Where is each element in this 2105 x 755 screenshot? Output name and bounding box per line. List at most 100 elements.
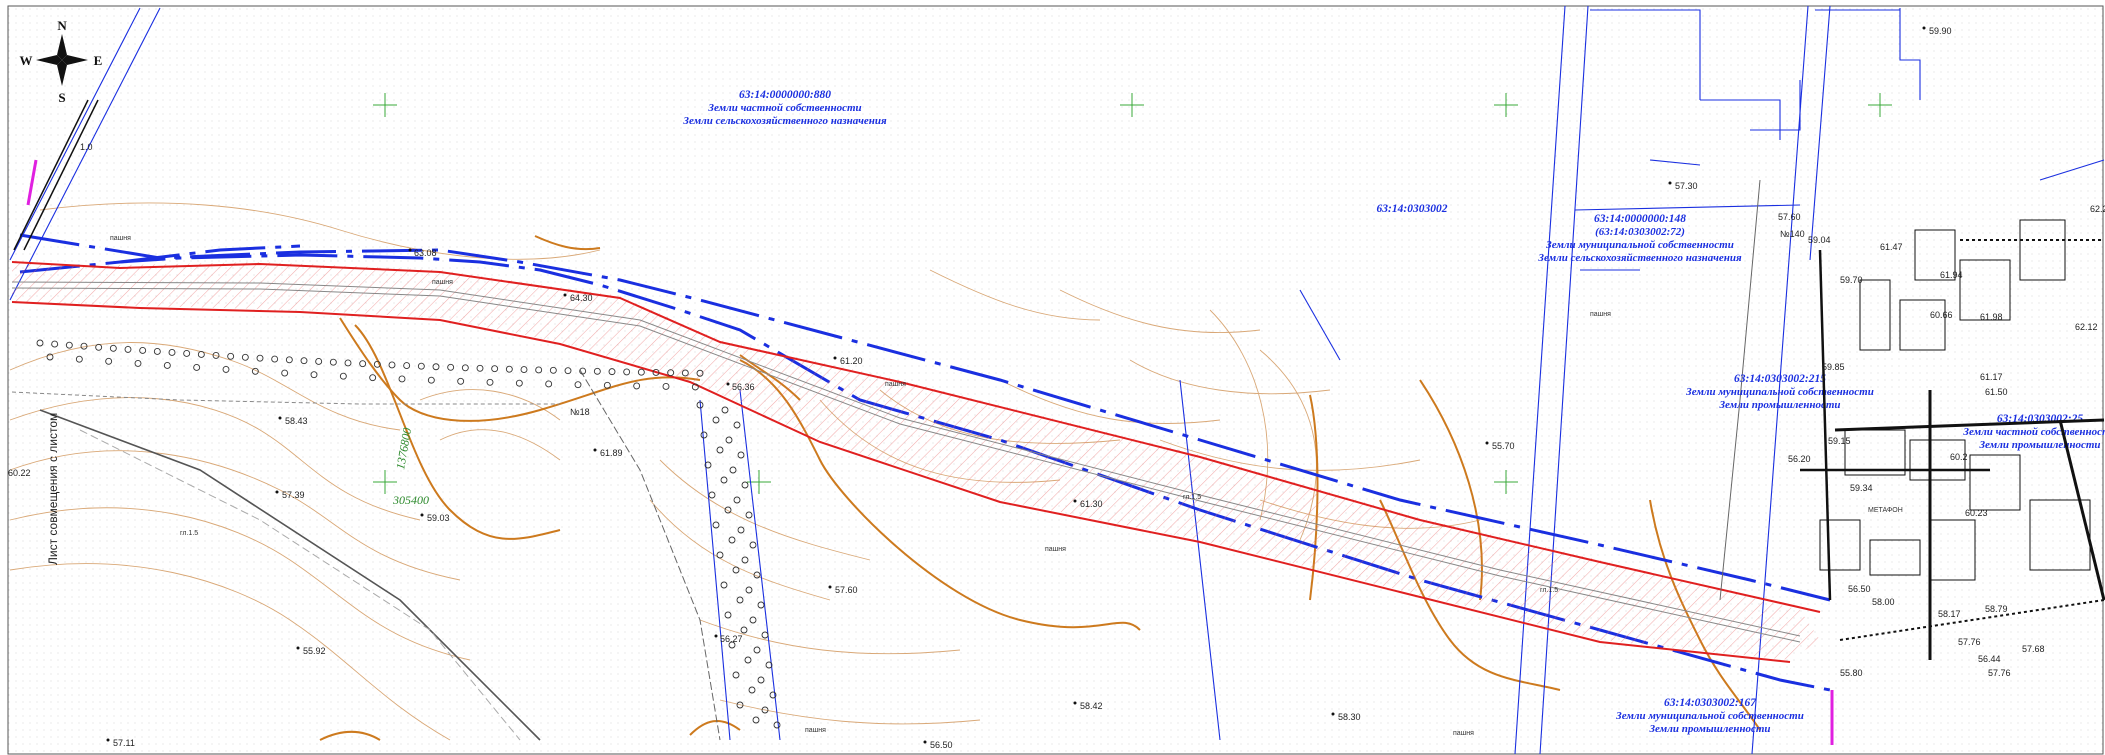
settlement-height: 62.12 [2075, 322, 2098, 332]
parcel-label-215: 63:14:0303002:215 Земли муниципальной со… [1685, 373, 1874, 411]
svg-text:61.89: 61.89 [600, 448, 623, 458]
svg-text:57.39: 57.39 [282, 490, 305, 500]
tree-symbol [300, 357, 308, 365]
tree-symbol [46, 353, 54, 361]
settlement-height: 61.47 [1880, 242, 1903, 252]
tree-symbol [773, 721, 781, 729]
tree-symbol [729, 466, 737, 474]
spot-height: 61.30 [1073, 499, 1103, 509]
settlement-height: 57.68 [2022, 644, 2045, 654]
svg-text:64.30: 64.30 [570, 293, 593, 303]
tree-symbol [757, 601, 765, 609]
tree-symbol [652, 369, 660, 376]
svg-text:59.90: 59.90 [1929, 26, 1952, 36]
tree-symbol [720, 581, 728, 589]
tree-symbol [505, 365, 513, 373]
tree-symbol [461, 364, 469, 372]
settlement-height: 57.76 [1958, 637, 1981, 647]
compass-rose: N S E W [20, 18, 103, 105]
tree-symbol [708, 491, 716, 499]
well-label: №140 [1780, 229, 1805, 239]
parcel-label-880: 63:14:0000000:880 Земли частной собствен… [682, 89, 887, 127]
parcel-line: Земли частной собственности [1962, 426, 2105, 438]
tree-symbol [728, 536, 736, 544]
spot-height: 63.08 [408, 248, 437, 258]
settlement-height: 57.60 [1778, 212, 1801, 222]
spot-height: 58.30 [1331, 712, 1361, 722]
svg-text:58.43: 58.43 [285, 416, 308, 426]
tree-symbol [761, 706, 769, 714]
tree-symbol [51, 340, 59, 348]
svg-text:57.30: 57.30 [1675, 181, 1698, 191]
grid-coordinate-label: 305400 [392, 493, 429, 507]
tree-symbol [359, 360, 367, 368]
spot-height: 59.03 [420, 513, 450, 523]
parcel-line: Земли сельскохозяйственного назначения [682, 115, 887, 127]
tree-symbol [251, 367, 259, 375]
tree-symbol [193, 364, 201, 371]
svg-text:57.60: 57.60 [835, 585, 858, 595]
svg-text:56.36: 56.36 [732, 382, 755, 392]
tree-symbols [36, 339, 781, 729]
svg-text:57.11: 57.11 [113, 738, 135, 748]
parcel-line: Земли частной собственности [707, 102, 861, 114]
tree-symbol [732, 671, 740, 679]
tree-symbol [696, 401, 704, 409]
tree-symbol [696, 369, 704, 377]
tree-symbol [753, 571, 761, 579]
parcel-line: Земли муниципальной собственности [1545, 239, 1734, 251]
tree-symbol [427, 376, 435, 384]
tree-symbol [36, 339, 44, 347]
building-label: МЕТАФОН [1868, 507, 1903, 514]
tree-symbol [80, 342, 88, 350]
tree-symbol [752, 716, 760, 724]
pipe-label: гл.1.5 [1540, 587, 1558, 594]
tree-symbol [608, 368, 616, 376]
spot-heights: 63.08 64.30 61.20 58.43 61.89 57.39 59.0… [8, 26, 1952, 750]
tree-symbol [545, 380, 553, 388]
tree-symbol [737, 451, 745, 459]
tree-symbol [369, 374, 377, 382]
tree-symbol [134, 359, 142, 367]
settlement-height: 56.20 [1788, 454, 1811, 464]
tree-symbol [457, 377, 465, 385]
tree-symbol [637, 368, 645, 376]
svg-text:58.30: 58.30 [1338, 712, 1361, 722]
tree-symbol [769, 691, 777, 699]
tree-symbol [310, 371, 318, 379]
settlement-height: 60.66 [1930, 310, 1953, 320]
tree-symbol [737, 526, 745, 534]
svg-text:61.20: 61.20 [840, 356, 863, 366]
spot-height: 61.89 [593, 448, 623, 458]
svg-text:56.27: 56.27 [720, 634, 743, 644]
tree-symbol [733, 496, 741, 504]
tree-symbol [139, 346, 147, 354]
svg-text:1.0: 1.0 [80, 142, 93, 152]
tree-symbol [574, 381, 582, 389]
pipelines [11, 179, 1801, 741]
tree-symbol [212, 351, 220, 359]
tree-symbol [373, 360, 381, 368]
tree-symbol [712, 521, 720, 529]
pipe-label: гл.1.5 [1183, 494, 1201, 501]
tree-symbol [733, 421, 741, 429]
corridor-zone [12, 262, 1820, 660]
tree-symbol [124, 345, 132, 353]
spot-height: 64.30 [563, 293, 593, 303]
settlement-height: 61.50 [1985, 387, 2008, 397]
spot-height: 57.30 [1668, 181, 1698, 191]
tree-symbol [344, 359, 352, 367]
tree-symbol [197, 351, 205, 358]
tree-symbol [95, 343, 103, 351]
parcel-line: Земли муниципальной собственности [1615, 710, 1804, 722]
tree-symbol [222, 365, 230, 373]
tree-symbol [662, 383, 670, 390]
tree-symbol [105, 357, 113, 365]
settlement-block [1800, 219, 2105, 660]
land-use-label: пашня [885, 381, 906, 388]
parcel-line: Земли промышленности [1718, 399, 1840, 411]
tree-symbol [65, 341, 73, 349]
spot-height: 55.92 [296, 646, 326, 656]
land-use-label: пашня [432, 279, 453, 286]
